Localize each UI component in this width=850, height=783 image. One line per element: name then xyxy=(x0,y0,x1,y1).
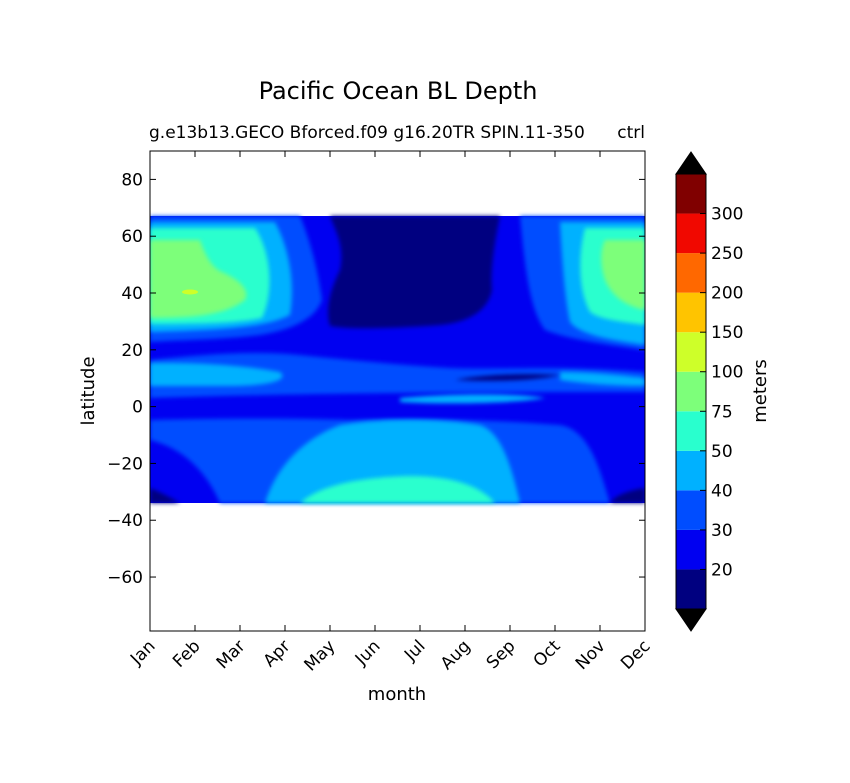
contour-band-100-150 xyxy=(182,289,198,295)
colorbar-tick-label: 100 xyxy=(711,363,743,383)
x-tick-label: Dec xyxy=(617,636,654,673)
x-tick-label: Jul xyxy=(400,636,429,665)
contour-band-75-100 xyxy=(150,240,645,318)
colorbar-tick-label: 20 xyxy=(711,560,733,580)
y-tick-label: −40 xyxy=(107,511,143,531)
colorbar-segment xyxy=(676,213,706,254)
colorbar-extend-max xyxy=(675,151,707,175)
x-tick-label: Apr xyxy=(260,636,295,671)
chart-subtitle-right: ctrl xyxy=(617,123,645,143)
colorbar-segment xyxy=(676,253,706,293)
x-tick-label: Nov xyxy=(572,636,610,674)
x-tick-label: Jan xyxy=(126,636,159,669)
x-tick-label: May xyxy=(301,636,340,675)
colorbar-segment xyxy=(676,174,706,214)
colorbar-tick-label: 200 xyxy=(711,284,743,304)
x-tick-label: Mar xyxy=(213,636,250,673)
chart-subtitle-left: g.e13b13.GECO Bforced.f09 g16.20TR SPIN.… xyxy=(149,123,585,143)
colorbar-frame xyxy=(675,173,707,610)
contour-band-10-20 xyxy=(150,216,645,503)
y-tick-label: −20 xyxy=(107,454,143,474)
colorbar-tick-label: 150 xyxy=(711,323,743,343)
colorbar-segment xyxy=(676,371,706,412)
colorbar-tick-label: 30 xyxy=(711,521,733,541)
y-tick-label: 0 xyxy=(132,398,143,418)
colorbar-tick-label: 250 xyxy=(711,244,743,264)
x-tick-label: Feb xyxy=(169,636,204,671)
colorbar-tick-label: 50 xyxy=(711,442,733,462)
y-tick-label: −60 xyxy=(107,568,143,588)
x-tick-label: Jun xyxy=(351,636,385,670)
colorbar-segment xyxy=(676,490,706,530)
chart-title: Pacific Ocean BL Depth xyxy=(259,77,538,105)
y-axis: 80 60 40 20 0 −20 −40 −60 xyxy=(107,170,645,588)
x-tick-label: Sep xyxy=(483,636,520,673)
colorbar-segment xyxy=(676,292,706,333)
colorbar-segment xyxy=(676,450,706,491)
y-tick-label: 60 xyxy=(121,227,143,247)
y-tick-label: 80 xyxy=(121,170,143,190)
x-axis-label: month xyxy=(368,684,426,705)
colorbar-segment xyxy=(676,529,706,570)
plot-area xyxy=(150,151,645,631)
x-tick-label: Aug xyxy=(437,636,475,674)
colorbar-segment xyxy=(676,332,706,372)
colorbar-extend-min xyxy=(675,608,707,632)
colorbar-label: meters xyxy=(750,359,771,423)
colorbar-tick-label: 300 xyxy=(711,205,743,225)
y-axis-label: latitude xyxy=(78,356,99,425)
colorbar-tick-label: 40 xyxy=(711,481,733,501)
colorbar: 20 30 40 50 75 100 150 200 250 300 xyxy=(675,151,743,632)
plot-frame xyxy=(149,150,646,632)
contour-field xyxy=(150,216,645,503)
colorbar-tick-label: 75 xyxy=(711,402,733,422)
y-tick-label: 20 xyxy=(121,341,143,361)
x-tick-label: Oct xyxy=(530,636,565,671)
colorbar-segment xyxy=(676,569,706,609)
colorbar-segment xyxy=(676,411,706,451)
y-tick-label: 40 xyxy=(121,284,143,304)
